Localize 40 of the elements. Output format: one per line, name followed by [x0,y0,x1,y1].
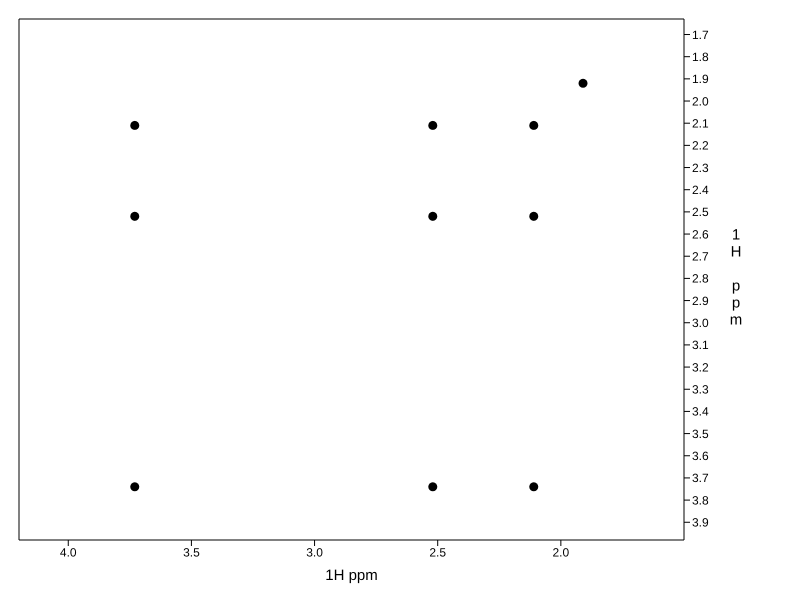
y-tick-label: 2.5 [692,205,710,220]
point [130,120,140,130]
point [428,482,438,492]
x-axis-title: 1H ppm [325,567,378,584]
y-axis-title: 1H ppm [730,226,742,328]
y-tick-label: 3.8 [692,493,710,508]
point [428,120,438,130]
point [130,482,140,492]
y-tick-label: 3.3 [692,382,710,397]
x-tick-label: 2.0 [552,546,570,560]
y-tick-label: 3.1 [692,338,710,352]
y-tick-label: 2.0 [692,94,710,108]
x-tick-label: 4.0 [60,546,77,560]
y-tick-label: 1.8 [692,50,710,64]
y-tick-label: 2.1 [692,116,710,130]
point [428,212,438,221]
point [529,120,538,130]
y-tick-label: 2.2 [692,138,710,153]
x-tick-label: 3.5 [183,546,200,560]
y-tick-label: 2.6 [692,227,710,242]
point [578,78,588,88]
y-tick-label: 2.9 [692,294,710,308]
y-tick-label: 2.7 [692,249,710,264]
y-tick-label: 3.4 [692,404,710,419]
y-tick-label: 3.6 [692,449,710,464]
point [529,482,538,492]
point [529,212,538,221]
y-tick-label: 3.2 [692,360,710,374]
y-tick-label: 1.9 [692,72,710,86]
y-tick-label: 3.0 [692,316,710,330]
y-tick-label: 2.3 [692,160,710,175]
x-tick-label: 2.5 [429,546,446,560]
y-tick-label: 3.7 [692,471,710,486]
y-tick-label: 2.8 [692,272,710,286]
point [130,212,140,221]
y-tick-label: 3.5 [692,426,710,441]
y-tick-label: 3.9 [692,516,710,530]
y-tick-label: 2.4 [692,182,710,197]
x-tick-label: 3.0 [306,546,324,560]
y-tick-label: 1.7 [692,28,710,42]
